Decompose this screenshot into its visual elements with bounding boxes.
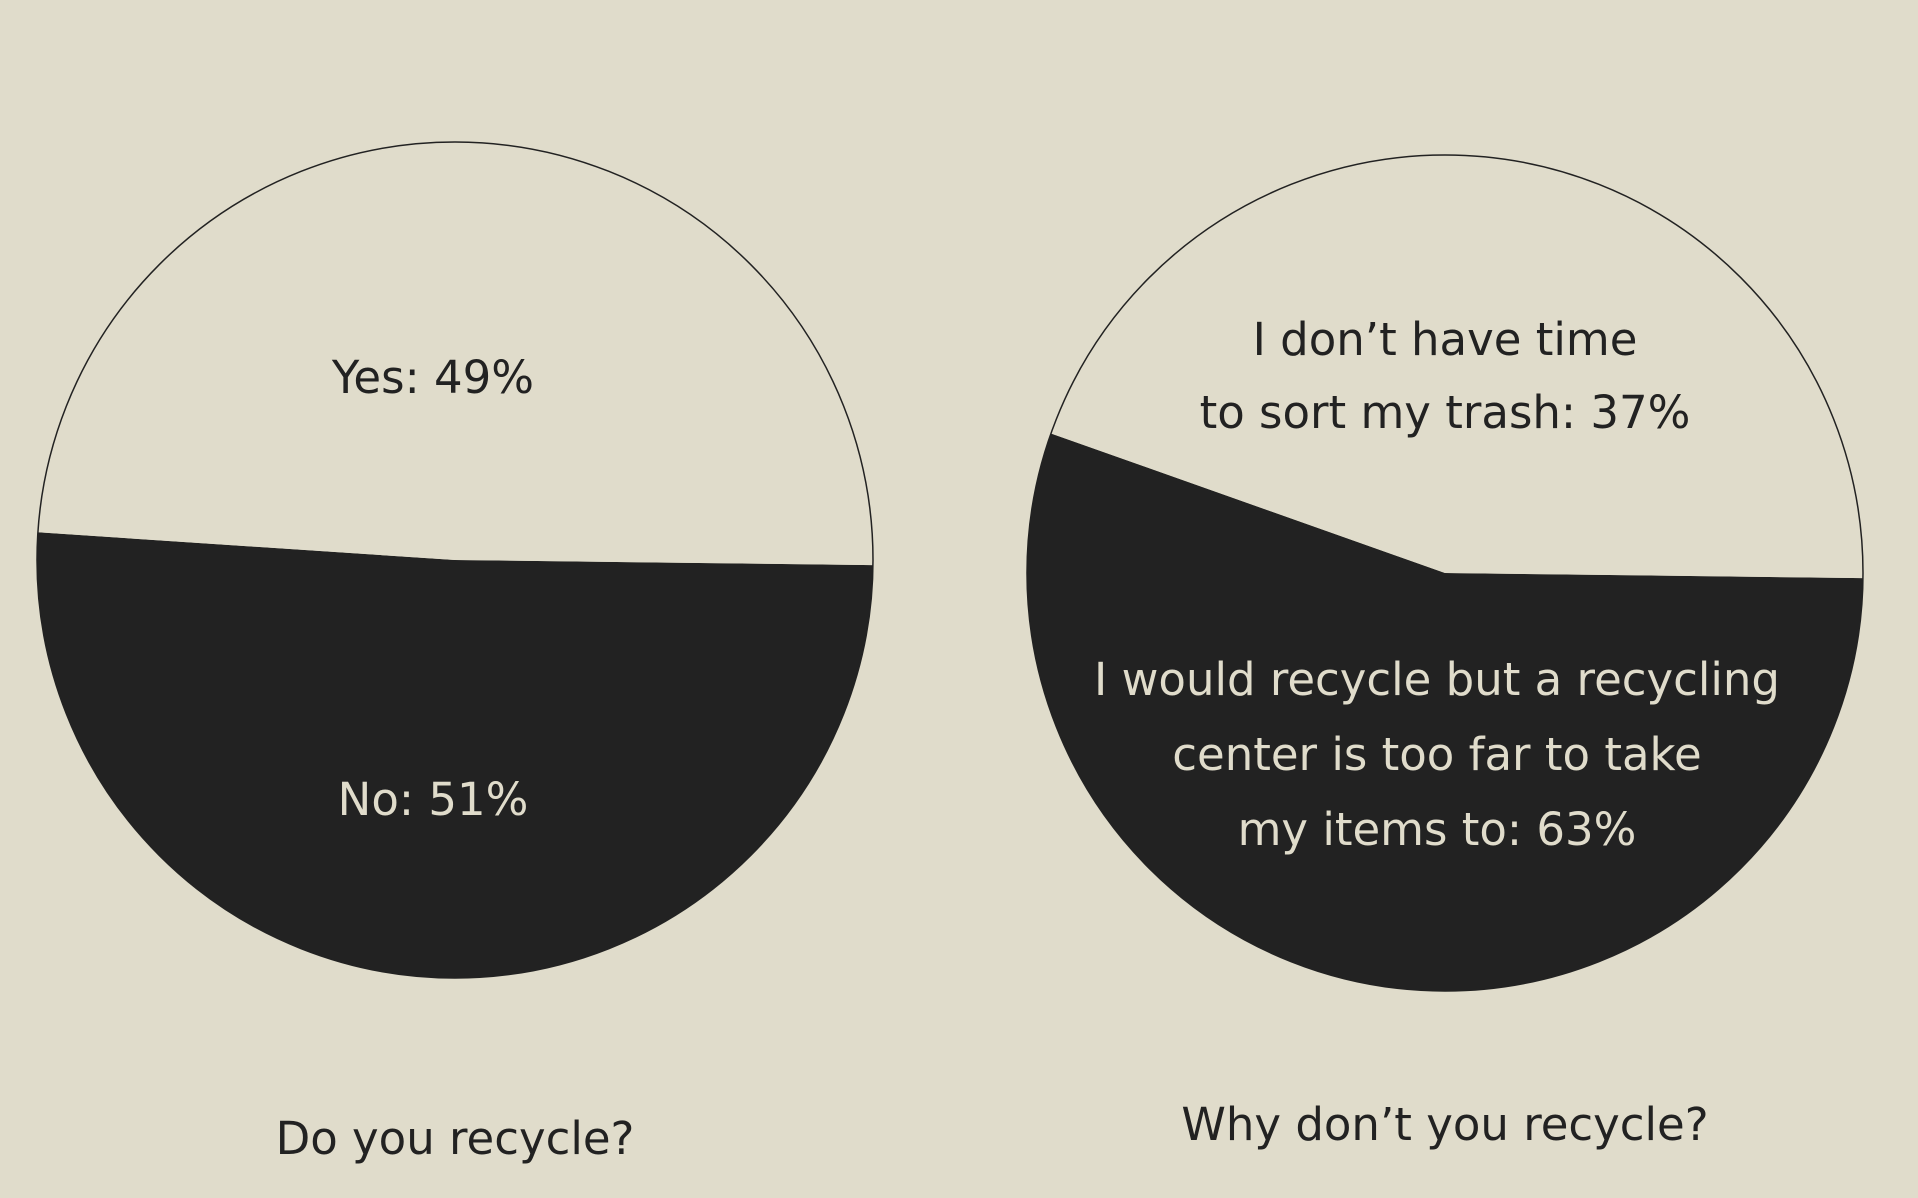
pie-slice-yes xyxy=(37,141,873,566)
pie-slice-no-time xyxy=(1050,155,1863,579)
slice-label-yes: Yes: 49% xyxy=(331,351,534,404)
chart-title-why-dont-you-recycle: Why don’t you recycle? xyxy=(1181,1098,1708,1151)
pie-chart-do-you-recycle: Yes: 49% No: 51% Do you recycle? xyxy=(36,141,874,1165)
pie-outline xyxy=(1026,154,1864,992)
pie-slice-no xyxy=(37,532,873,978)
slice-label-line: my items to: 63% xyxy=(1238,803,1637,856)
pie-slice-too-far xyxy=(1026,433,1863,991)
slice-label-too-far: I would recycle but a recycling center is… xyxy=(1094,653,1780,856)
pie-chart-why-dont-you-recycle: I don’t have time to sort my trash: 37% I… xyxy=(1026,154,1864,1151)
slice-label-no-time: I don’t have time to sort my trash: 37% xyxy=(1200,313,1691,439)
slice-label-line: I don’t have time xyxy=(1253,313,1638,366)
slice-label-line: to sort my trash: 37% xyxy=(1200,386,1691,439)
slice-label-line: I would recycle but a recycling xyxy=(1094,653,1780,706)
chart-title-do-you-recycle: Do you recycle? xyxy=(276,1112,635,1165)
slice-label-line: center is too far to take xyxy=(1172,728,1701,781)
slice-label-no: No: 51% xyxy=(338,773,529,826)
slice-label-line: Yes: 49% xyxy=(331,351,534,404)
pie-outline xyxy=(36,141,874,979)
slice-label-line: No: 51% xyxy=(338,773,529,826)
